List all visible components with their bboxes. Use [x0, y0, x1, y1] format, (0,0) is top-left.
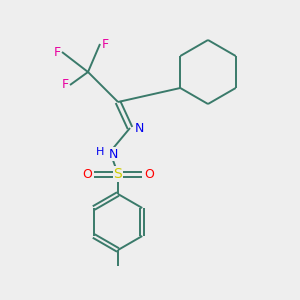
Text: N: N	[108, 148, 118, 160]
Text: N: N	[134, 122, 144, 134]
Text: F: F	[61, 79, 69, 92]
Text: O: O	[144, 167, 154, 181]
Text: H: H	[96, 147, 104, 157]
Text: F: F	[53, 46, 61, 59]
Text: O: O	[82, 167, 92, 181]
Text: F: F	[101, 38, 109, 50]
Text: S: S	[114, 167, 122, 181]
